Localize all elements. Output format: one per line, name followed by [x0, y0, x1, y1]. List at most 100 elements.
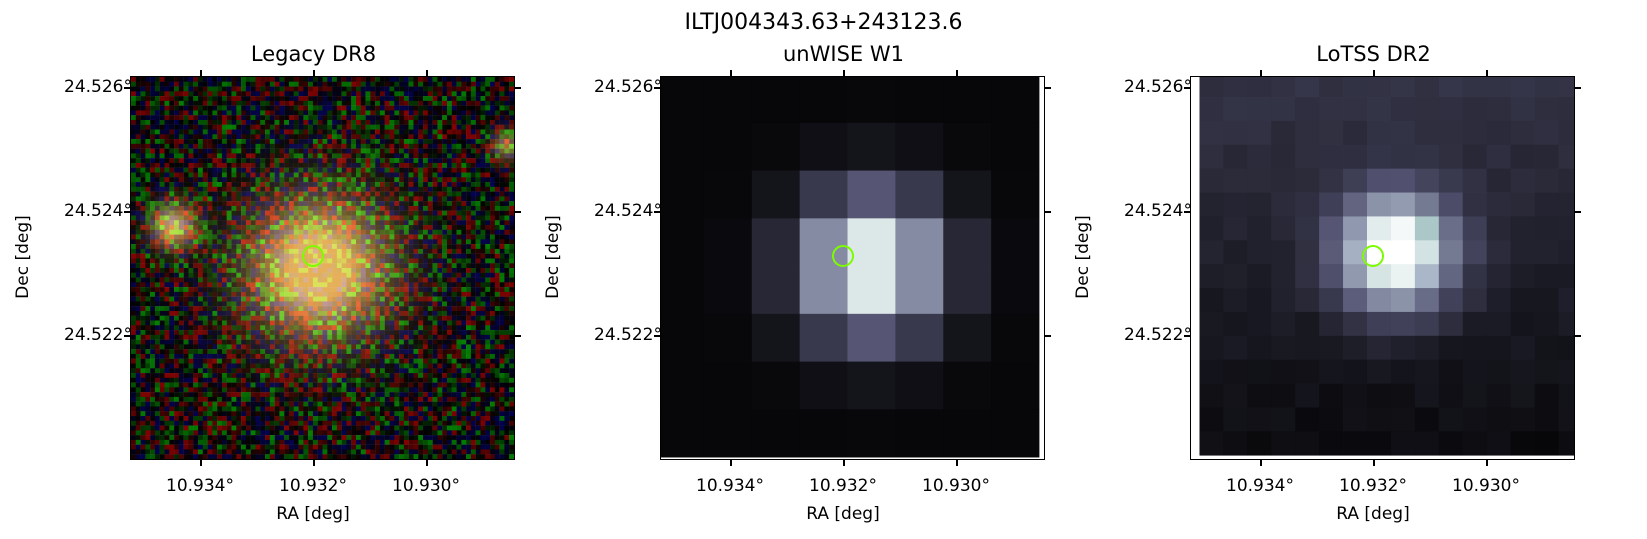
- image-pixel: [418, 205, 424, 211]
- image-pixel: [183, 86, 189, 92]
- image-pixel: [135, 86, 141, 92]
- image-pixel: [255, 205, 261, 211]
- image-pixel: [432, 205, 438, 211]
- image-pixel: [427, 253, 433, 259]
- image-pixel: [164, 234, 170, 240]
- image-pixel: [154, 177, 160, 183]
- image-pixel: [394, 91, 400, 97]
- image-pixel: [322, 272, 328, 278]
- image-pixel: [169, 124, 175, 130]
- image-pixel: [308, 81, 314, 87]
- image-pixel: [341, 215, 347, 221]
- image-pixel: [131, 119, 136, 125]
- image-pixel: [217, 139, 223, 145]
- image-pixel: [351, 105, 357, 111]
- image-pixel: [140, 110, 146, 116]
- image-pixel: [351, 220, 357, 226]
- image-pixel: [183, 162, 189, 168]
- image-pixel: [202, 268, 208, 273]
- image-pixel: [499, 129, 505, 135]
- image-pixel: [341, 239, 347, 245]
- image-pixel: [298, 244, 304, 250]
- image-pixel: [423, 196, 429, 202]
- image-pixel: [135, 182, 141, 188]
- image-pixel: [250, 263, 256, 269]
- image-pixel: [279, 100, 285, 106]
- image-pixel: [312, 234, 318, 240]
- image-pixel: [236, 182, 242, 188]
- image-pixel: [341, 182, 347, 188]
- image-pixel: [360, 248, 366, 254]
- image-pixel: [178, 177, 184, 183]
- image-pixel: [279, 105, 285, 111]
- image-pixel: [174, 186, 180, 192]
- image-pixel: [317, 86, 323, 92]
- image-pixel: [384, 263, 390, 269]
- image-pixel: [221, 210, 227, 216]
- image-pixel: [360, 258, 366, 264]
- image-pixel: [312, 220, 318, 226]
- image-pixel: [193, 229, 199, 235]
- image-pixel: [217, 134, 223, 140]
- image-pixel: [178, 153, 184, 159]
- image-pixel: [265, 172, 271, 178]
- image-pixel: [384, 182, 390, 188]
- image-pixel: [312, 177, 318, 183]
- image-pixel: [284, 239, 290, 245]
- image-pixel: [336, 162, 342, 168]
- image-pixel: [207, 119, 213, 125]
- image-pixel: [451, 258, 457, 264]
- image-pixel: [485, 124, 491, 130]
- image-pixel: [408, 186, 414, 192]
- image-pixel: [365, 191, 371, 197]
- image-pixel: [178, 272, 184, 278]
- image-pixel: [255, 191, 261, 197]
- image-pixel: [284, 129, 290, 135]
- image-pixel: [499, 100, 505, 106]
- image-pixel: [231, 143, 237, 149]
- image-pixel: [241, 191, 247, 197]
- image-pixel: [365, 119, 371, 125]
- image-pixel: [399, 124, 405, 130]
- image-pixel: [456, 158, 462, 164]
- image-pixel: [293, 77, 299, 82]
- image-pixel: [255, 272, 261, 278]
- image-pixel: [198, 258, 204, 264]
- image-pixel: [245, 110, 251, 116]
- image-pixel: [212, 268, 218, 273]
- image-pixel: [485, 205, 491, 211]
- image-pixel: [236, 115, 242, 121]
- image-pixel: [389, 201, 395, 207]
- image-pixel: [279, 110, 285, 116]
- image-pixel: [212, 205, 218, 211]
- image-pixel: [150, 148, 156, 154]
- image-pixel: [509, 272, 514, 278]
- image-pixel: [356, 110, 361, 116]
- image-pixel: [159, 81, 165, 87]
- image-pixel: [360, 124, 366, 130]
- image-pixel: [360, 244, 366, 250]
- image-pixel: [375, 253, 381, 259]
- image-pixel: [236, 272, 242, 278]
- image-pixel: [269, 205, 275, 211]
- image-pixel: [279, 248, 285, 254]
- image-pixel: [135, 253, 141, 259]
- image-pixel: [178, 210, 184, 216]
- image-pixel: [250, 86, 256, 92]
- image-pixel: [236, 167, 242, 173]
- image-pixel: [332, 148, 338, 154]
- image-pixel: [466, 110, 472, 116]
- image-pixel: [317, 201, 323, 207]
- image-pixel: [370, 191, 376, 197]
- image-pixel: [351, 153, 357, 159]
- image-pixel: [408, 139, 414, 145]
- image-pixel: [389, 244, 395, 250]
- image-pixel: [159, 86, 165, 92]
- image-pixel: [150, 129, 156, 135]
- image-pixel: [451, 77, 457, 82]
- image-pixel: [178, 248, 184, 254]
- image-pixel: [322, 263, 328, 269]
- image-pixel: [466, 77, 472, 82]
- image-pixel: [284, 167, 290, 173]
- image-pixel: [159, 215, 165, 221]
